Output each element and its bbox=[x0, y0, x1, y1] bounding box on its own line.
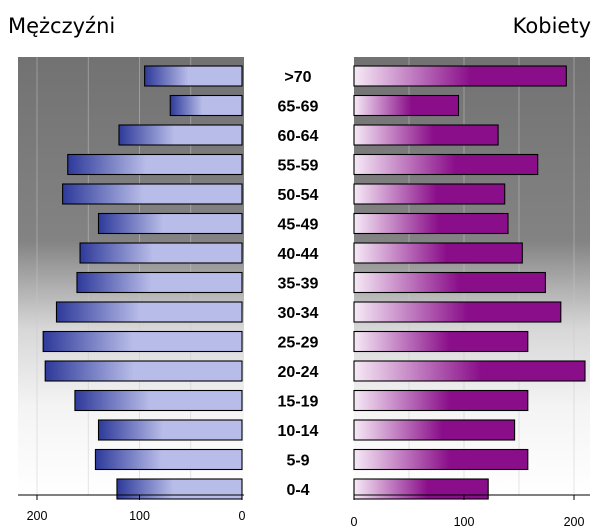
male-bar-55-59 bbox=[67, 153, 243, 176]
left-tick-label: 0 bbox=[239, 509, 246, 523]
male-bar-60-64 bbox=[118, 124, 243, 146]
male-bar-65-69 bbox=[169, 94, 243, 117]
male-bar-10-14 bbox=[97, 419, 243, 441]
right-series-title: Kobiety bbox=[512, 14, 591, 38]
left-series-title: Mężczyźni bbox=[8, 14, 116, 38]
category-label: 45-49 bbox=[278, 217, 319, 234]
category-label: 50-54 bbox=[278, 187, 319, 204]
female-bar-10-14 bbox=[353, 419, 516, 441]
category-label: 65-69 bbox=[278, 99, 319, 116]
female-bar-15-19 bbox=[353, 389, 529, 412]
right-tick-label: 200 bbox=[564, 515, 585, 529]
female-bar-5-9 bbox=[353, 448, 529, 471]
female-bar->70 bbox=[353, 65, 567, 87]
male-bar-30-34 bbox=[55, 301, 243, 323]
male-bar-40-44 bbox=[79, 242, 243, 264]
category-label: 40-44 bbox=[278, 246, 319, 263]
category-label: 10-14 bbox=[278, 423, 319, 440]
female-bar-50-54 bbox=[353, 183, 506, 205]
male-bar-15-19 bbox=[74, 389, 243, 412]
category-label: 60-64 bbox=[278, 128, 319, 145]
male-bar-45-49 bbox=[97, 212, 243, 235]
category-label: 15-19 bbox=[278, 394, 319, 411]
female-bar-35-39 bbox=[353, 271, 546, 294]
category-label: 5-9 bbox=[286, 453, 309, 470]
female-bar-55-59 bbox=[353, 153, 539, 176]
left-tick-label: 100 bbox=[129, 509, 150, 523]
male-bar-5-9 bbox=[94, 448, 243, 471]
male-bar->70 bbox=[144, 65, 243, 87]
category-label: 55-59 bbox=[278, 158, 319, 175]
female-bar-0-4 bbox=[353, 478, 489, 500]
category-label: 25-29 bbox=[278, 335, 319, 352]
female-bar-20-24 bbox=[353, 360, 586, 382]
female-bar-40-44 bbox=[353, 242, 523, 264]
female-bar-60-64 bbox=[353, 124, 499, 146]
male-bar-25-29 bbox=[42, 330, 243, 353]
category-label: 20-24 bbox=[278, 364, 319, 381]
female-bar-45-49 bbox=[353, 212, 509, 235]
right-tick-label: 100 bbox=[454, 515, 475, 529]
category-label: 0-4 bbox=[286, 482, 309, 499]
right-tick-label: 0 bbox=[351, 515, 358, 529]
female-bar-25-29 bbox=[353, 330, 529, 353]
category-label: >70 bbox=[284, 69, 311, 86]
left-tick-label: 200 bbox=[27, 509, 48, 523]
male-bar-0-4 bbox=[116, 478, 243, 500]
female-bar-30-34 bbox=[353, 301, 562, 323]
male-bar-35-39 bbox=[76, 271, 243, 294]
female-bar-65-69 bbox=[353, 94, 460, 117]
male-bar-50-54 bbox=[62, 183, 243, 205]
male-bar-20-24 bbox=[44, 360, 243, 382]
category-label: 35-39 bbox=[278, 276, 319, 293]
category-label: 30-34 bbox=[278, 305, 319, 322]
